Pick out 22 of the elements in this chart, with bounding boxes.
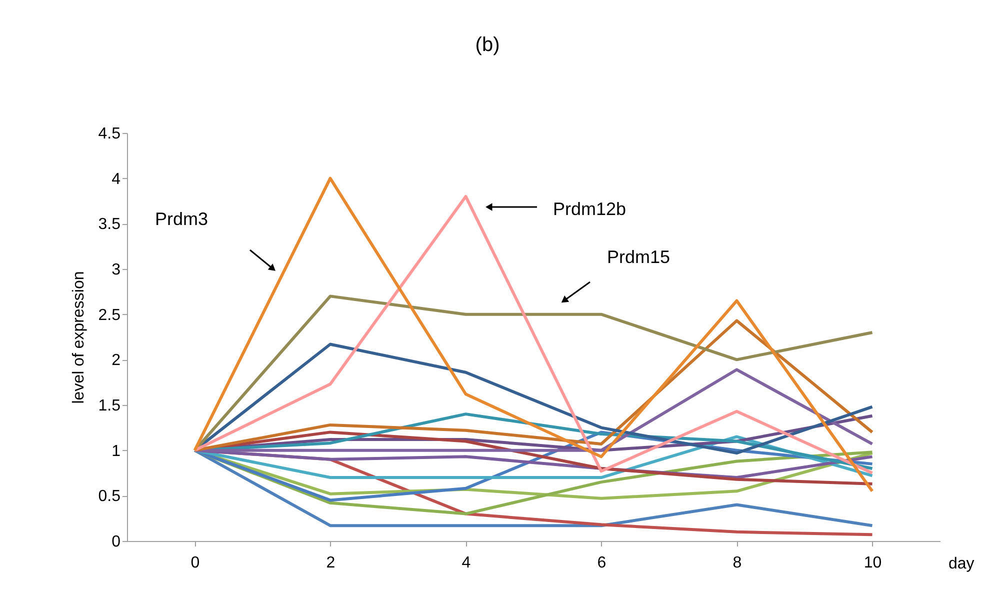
y-tick-label: 3 bbox=[112, 262, 121, 278]
y-tick-label: 1 bbox=[112, 442, 121, 460]
annotation: Prdm15 bbox=[607, 247, 670, 267]
y-tick-label: 2 bbox=[112, 352, 121, 370]
y-axis-title: level of expression bbox=[70, 271, 88, 404]
x-tick-label: 6 bbox=[597, 554, 606, 572]
y-tick-label: 3.5 bbox=[98, 216, 121, 234]
y-tick-label: 2.5 bbox=[98, 306, 121, 324]
y-tick-label: 0 bbox=[112, 534, 121, 550]
x-axis-title: day bbox=[948, 556, 974, 572]
annotation: Prdm12b bbox=[553, 199, 626, 219]
x-tick-label: 8 bbox=[732, 554, 742, 572]
y-tick-label: 4.5 bbox=[98, 126, 121, 142]
x-tick-label: 10 bbox=[864, 554, 882, 572]
x-tick-label: 4 bbox=[462, 554, 471, 572]
y-tick-label: 0.5 bbox=[98, 488, 121, 506]
x-tick-label: 2 bbox=[326, 554, 336, 572]
y-tick-label: 4 bbox=[112, 170, 121, 188]
x-tick-label: 0 bbox=[190, 554, 200, 572]
annotation: Prdm3 bbox=[155, 209, 208, 229]
y-tick-label: 1.5 bbox=[98, 398, 121, 414]
chart-title: (b) bbox=[475, 34, 500, 56]
